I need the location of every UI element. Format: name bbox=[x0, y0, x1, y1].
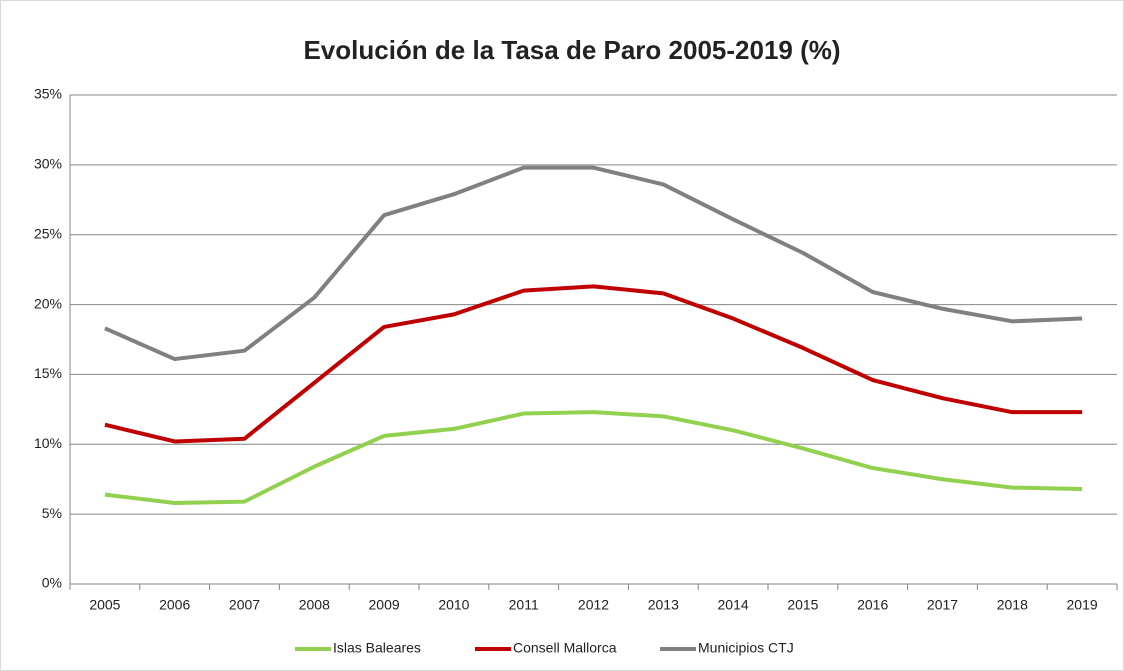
x-tick-label: 2013 bbox=[648, 597, 679, 613]
x-tick-label: 2012 bbox=[578, 597, 609, 613]
legend-label: Islas Baleares bbox=[333, 640, 421, 656]
legend-label: Municipios CTJ bbox=[698, 640, 794, 656]
x-tick-label: 2010 bbox=[438, 597, 469, 613]
x-tick-label: 2017 bbox=[927, 597, 958, 613]
y-tick-label: 5% bbox=[42, 505, 62, 521]
chart-title: Evolución de la Tasa de Paro 2005-2019 (… bbox=[303, 35, 840, 65]
y-tick-label: 15% bbox=[34, 365, 62, 381]
series-line bbox=[104, 410, 1083, 505]
x-tick-label: 2018 bbox=[997, 597, 1028, 613]
x-tick-label: 2005 bbox=[89, 597, 120, 613]
y-tick-label: 25% bbox=[34, 225, 62, 241]
y-tick-label: 20% bbox=[34, 295, 62, 311]
y-tick-label: 30% bbox=[34, 156, 62, 172]
x-tick-label: 2006 bbox=[159, 597, 190, 613]
legend-label: Consell Mallorca bbox=[513, 640, 617, 656]
series-line bbox=[104, 284, 1083, 444]
x-tick-label: 2008 bbox=[299, 597, 330, 613]
y-tick-label: 35% bbox=[34, 86, 62, 102]
x-tick-label: 2015 bbox=[787, 597, 818, 613]
y-tick-label: 10% bbox=[34, 435, 62, 451]
x-tick-label: 2011 bbox=[509, 597, 539, 613]
x-tick-label: 2009 bbox=[369, 597, 400, 613]
x-tick-label: 2016 bbox=[857, 597, 888, 613]
x-tick-label: 2014 bbox=[718, 597, 749, 613]
y-tick-label: 0% bbox=[42, 575, 62, 591]
series-line bbox=[104, 165, 1083, 362]
x-tick-label: 2019 bbox=[1067, 597, 1098, 613]
x-tick-label: 2007 bbox=[229, 597, 260, 613]
